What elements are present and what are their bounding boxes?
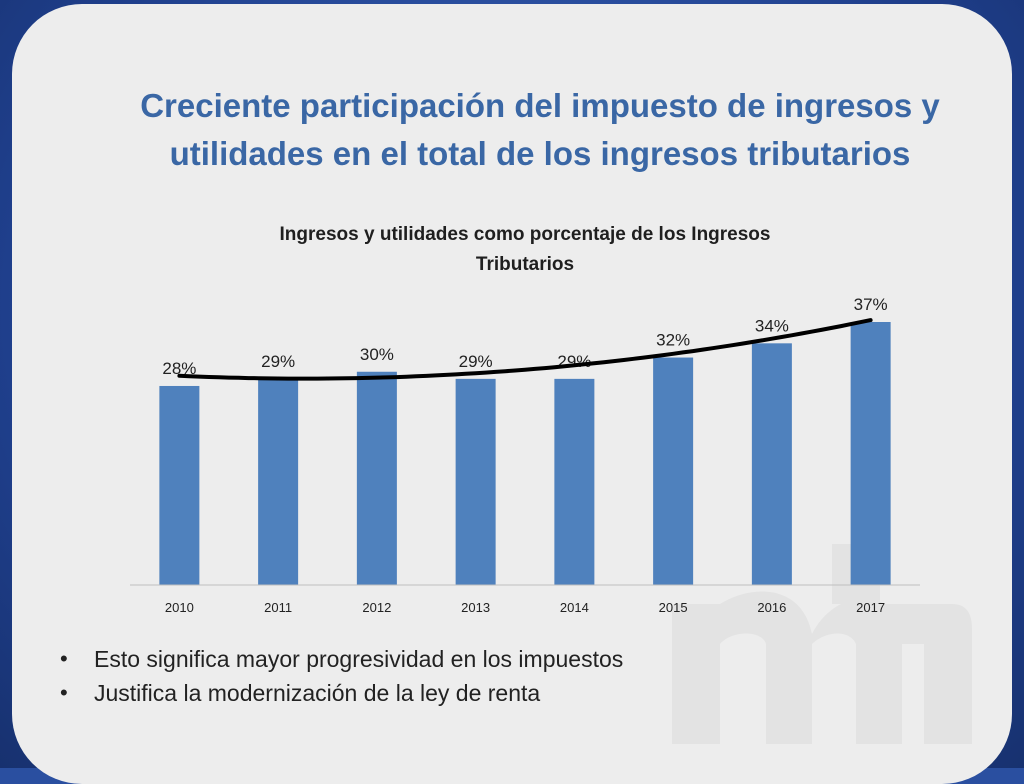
data-label-2015: 32% bbox=[656, 331, 690, 350]
chart-title: Ingresos y utilidades como porcentaje de… bbox=[195, 220, 855, 280]
bars-layer bbox=[159, 322, 891, 585]
x-tick-label-2017: 2017 bbox=[856, 600, 885, 615]
bar-2013 bbox=[455, 378, 496, 585]
bar-2015 bbox=[653, 357, 694, 585]
x-tick-label-2014: 2014 bbox=[560, 600, 589, 615]
x-tick-label-2015: 2015 bbox=[659, 600, 688, 615]
bar-2016 bbox=[751, 343, 792, 585]
bar-2010 bbox=[159, 385, 200, 585]
bar-2012 bbox=[356, 371, 397, 585]
x-tick-label-2016: 2016 bbox=[757, 600, 786, 615]
slide-title-line2: utilidades en el total de los ingresos t… bbox=[169, 135, 911, 172]
data-label-2010: 28% bbox=[162, 359, 196, 378]
slide-title-line1: Creciente participación del impuesto de … bbox=[140, 87, 940, 124]
chart-title-line2: Tributarios bbox=[475, 254, 575, 275]
chart-title-line1: Ingresos y utilidades como porcentaje de… bbox=[279, 224, 771, 245]
axis-layer: 2010 2011 2012 2013 2014 2015 2016 2017 bbox=[130, 584, 920, 615]
data-label-2013: 29% bbox=[459, 352, 493, 371]
x-tick-label-2010: 2010 bbox=[165, 600, 194, 615]
bullet-list: Esto significa mayor progresividad en lo… bbox=[60, 642, 623, 710]
trendline bbox=[177, 318, 873, 381]
bar-2011 bbox=[258, 378, 299, 585]
data-label-2016: 34% bbox=[755, 316, 789, 335]
data-label-2011: 29% bbox=[261, 352, 295, 371]
data-label-2017: 37% bbox=[854, 295, 888, 314]
bar-2014 bbox=[554, 378, 595, 585]
bar-2017 bbox=[850, 322, 891, 585]
x-tick-label-2011: 2011 bbox=[264, 600, 292, 615]
bar-chart: 2010 2011 2012 2013 2014 2015 2016 2017 28% 29% 3… bbox=[130, 295, 920, 615]
data-label-2012: 30% bbox=[360, 345, 394, 364]
x-tick-label-2012: 2012 bbox=[362, 600, 391, 615]
bullet-item: Esto significa mayor progresividad en lo… bbox=[60, 642, 623, 676]
trend-layer bbox=[177, 318, 873, 381]
x-tick-label-2013: 2013 bbox=[461, 600, 490, 615]
bullet-item: Justifica la modernización de la ley de … bbox=[60, 676, 623, 710]
slide-title: Creciente participación del impuesto de … bbox=[60, 82, 1020, 178]
